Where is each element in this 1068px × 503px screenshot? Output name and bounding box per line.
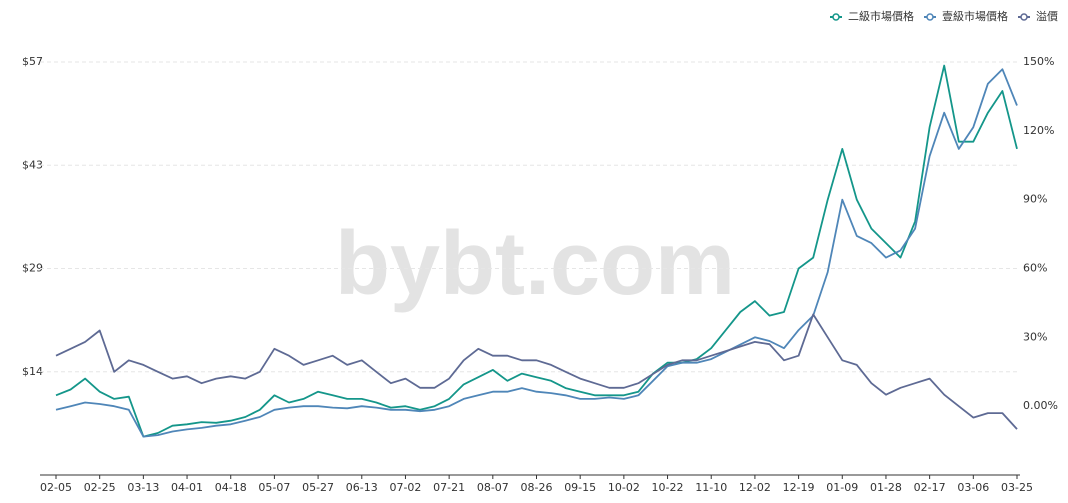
x-tick-label: 03-06 bbox=[957, 481, 989, 494]
x-tick-label: 07-21 bbox=[433, 481, 465, 494]
y2-tick-label: 150% bbox=[1023, 55, 1054, 68]
x-tick-label: 11-10 bbox=[695, 481, 727, 494]
y2-tick-label: 120% bbox=[1023, 124, 1054, 137]
x-tick-label: 05-07 bbox=[258, 481, 290, 494]
x-tick-label: 02-25 bbox=[84, 481, 116, 494]
series-line bbox=[55, 68, 1018, 438]
legend-marker bbox=[1020, 13, 1028, 21]
x-tick-label: 12-19 bbox=[783, 481, 815, 494]
y-tick-label: $43 bbox=[22, 158, 43, 171]
x-tick-label: 04-01 bbox=[171, 481, 203, 494]
series-line bbox=[55, 313, 1018, 430]
legend-label: 壹級市場價格 bbox=[942, 9, 1008, 23]
legend-label: 二級市場價格 bbox=[848, 9, 914, 23]
x-tick-label: 07-02 bbox=[389, 481, 421, 494]
watermark: bybt.com bbox=[335, 214, 735, 314]
y-tick-label: $29 bbox=[22, 262, 43, 275]
x-tick-label: 04-18 bbox=[215, 481, 247, 494]
x-tick-label: 08-07 bbox=[477, 481, 509, 494]
legend-label: 溢價 bbox=[1036, 9, 1058, 23]
y-tick-label: $57 bbox=[22, 55, 43, 68]
x-tick-label: 01-09 bbox=[826, 481, 858, 494]
y2-tick-label: 0.00% bbox=[1023, 399, 1058, 412]
x-tick-label: 10-22 bbox=[652, 481, 684, 494]
x-tick-label: 03-13 bbox=[127, 481, 159, 494]
legend-marker bbox=[926, 13, 934, 21]
x-tick-label: 12-02 bbox=[739, 481, 771, 494]
x-tick-label: 02-17 bbox=[914, 481, 946, 494]
y-tick-label: $14 bbox=[22, 365, 43, 378]
y2-tick-label: 60% bbox=[1023, 262, 1047, 275]
x-tick-label: 10-02 bbox=[608, 481, 640, 494]
y2-tick-label: 90% bbox=[1023, 193, 1047, 206]
x-tick-label: 02-05 bbox=[40, 481, 72, 494]
y2-tick-label: 30% bbox=[1023, 330, 1047, 343]
x-tick-label: 03-25 bbox=[1001, 481, 1033, 494]
legend-marker bbox=[832, 13, 840, 21]
x-tick-label: 01-28 bbox=[870, 481, 902, 494]
x-tick-label: 06-13 bbox=[346, 481, 378, 494]
series-line bbox=[55, 64, 1018, 438]
x-tick-label: 09-15 bbox=[564, 481, 596, 494]
x-tick-label: 08-26 bbox=[521, 481, 553, 494]
x-tick-label: 05-27 bbox=[302, 481, 334, 494]
